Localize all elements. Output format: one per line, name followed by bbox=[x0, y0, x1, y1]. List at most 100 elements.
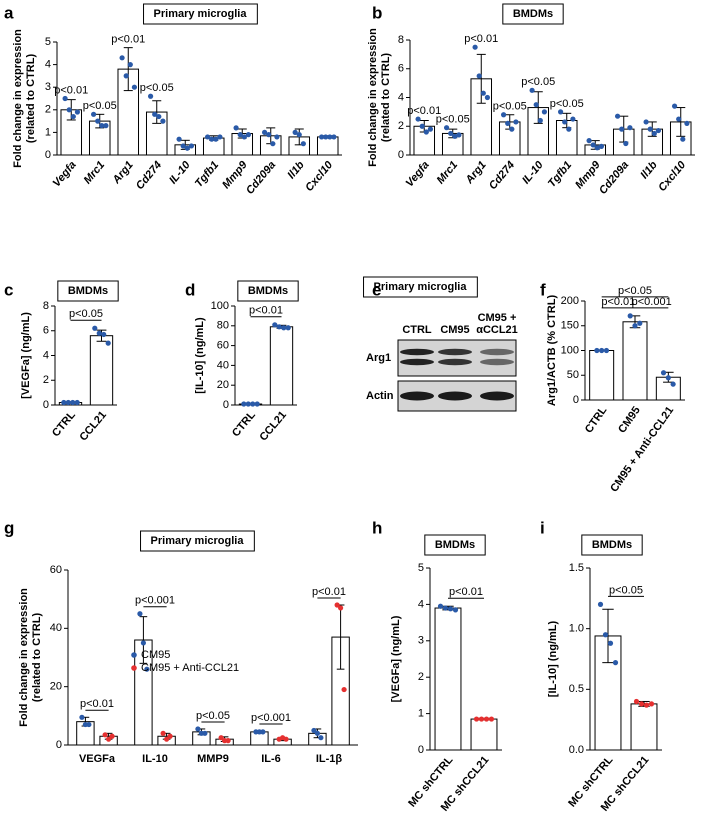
data-point bbox=[638, 701, 645, 707]
p-value: p<0.05 bbox=[69, 308, 103, 320]
legend-label: CM95 + Anti-CCL21 bbox=[141, 662, 239, 674]
data-point bbox=[509, 126, 515, 132]
x-tick-label: CM95 + Anti-CCL21 bbox=[608, 405, 676, 495]
data-point bbox=[680, 136, 686, 142]
y-tick-label: 0 bbox=[223, 399, 229, 411]
data-point bbox=[623, 140, 629, 147]
data-point bbox=[627, 125, 633, 131]
p-value: p<0.01 bbox=[449, 586, 483, 598]
panel-title: BMDMs bbox=[592, 539, 632, 551]
blot-band bbox=[438, 358, 472, 366]
data-point bbox=[160, 118, 166, 124]
title-box bbox=[502, 3, 564, 25]
data-point bbox=[105, 340, 111, 346]
data-point bbox=[123, 73, 129, 79]
x-tick-label: Vegfa bbox=[51, 159, 79, 189]
data-point bbox=[443, 125, 450, 131]
y-tick-label: 4 bbox=[398, 91, 404, 103]
bar bbox=[622, 321, 648, 401]
data-point bbox=[456, 132, 462, 138]
y-tick-label: 6 bbox=[398, 63, 404, 75]
data-point bbox=[684, 120, 690, 126]
panel-title: Primary microglia bbox=[374, 281, 468, 293]
x-tick-label: Cd209a bbox=[597, 159, 631, 197]
lane-label: CM95 bbox=[440, 324, 469, 336]
y-tick-label: 1.5 bbox=[569, 562, 584, 574]
data-point bbox=[270, 141, 276, 147]
x-tick-label: CTRL bbox=[230, 409, 258, 439]
data-point bbox=[233, 125, 239, 131]
panel-letter: g bbox=[4, 518, 14, 537]
data-point bbox=[447, 606, 454, 612]
blot-band bbox=[400, 391, 434, 401]
data-point bbox=[627, 313, 633, 319]
row-label: Arg1 bbox=[366, 352, 391, 364]
blot-strip bbox=[397, 339, 517, 377]
data-point bbox=[541, 109, 548, 115]
title-box bbox=[363, 276, 478, 298]
y-tick-label: 5 bbox=[418, 562, 424, 574]
data-point bbox=[144, 666, 150, 672]
y-axis-label: [IL-10] (ng/mL) bbox=[547, 620, 559, 697]
y-tick-label: 0 bbox=[418, 744, 424, 756]
data-point bbox=[602, 632, 609, 638]
data-point bbox=[225, 738, 231, 744]
data-point bbox=[314, 730, 320, 736]
data-point bbox=[266, 132, 272, 138]
p-value: p<0.05 bbox=[493, 101, 527, 113]
data-point bbox=[254, 401, 260, 407]
y-tick-label: 200 bbox=[561, 295, 579, 307]
y-axis-label: [VEGFa] (ng/mL) bbox=[390, 615, 402, 702]
data-point bbox=[318, 735, 324, 741]
data-point bbox=[101, 331, 107, 338]
p-value: p<0.05 bbox=[609, 584, 643, 596]
data-point bbox=[218, 735, 224, 741]
data-point bbox=[176, 136, 182, 142]
data-point bbox=[260, 729, 266, 735]
p-value: p<0.01 bbox=[601, 296, 635, 308]
data-point bbox=[647, 126, 653, 132]
y-tick-label: 60 bbox=[217, 340, 229, 352]
data-point bbox=[448, 130, 454, 137]
title-box bbox=[57, 280, 119, 302]
y-tick-label: 100 bbox=[211, 300, 229, 312]
data-point bbox=[96, 330, 102, 336]
data-point bbox=[103, 123, 109, 129]
data-point bbox=[341, 686, 347, 693]
data-point bbox=[241, 134, 247, 140]
legend-label: CM95 bbox=[141, 649, 170, 661]
data-point bbox=[250, 401, 256, 407]
blot-band bbox=[438, 348, 472, 356]
x-tick-label: Tgfb1 bbox=[546, 159, 574, 190]
data-point bbox=[137, 611, 143, 617]
data-point bbox=[651, 130, 657, 137]
y-tick-label: 100 bbox=[561, 344, 579, 356]
data-point bbox=[603, 347, 610, 354]
y-tick-label: 5 bbox=[45, 36, 51, 48]
y-tick-label: 40 bbox=[217, 359, 229, 371]
data-point bbox=[79, 714, 85, 720]
p-value: p<0.01 bbox=[407, 105, 441, 117]
data-point bbox=[643, 119, 649, 125]
y-tick-label: 150 bbox=[561, 320, 579, 332]
p-value: p<0.001 bbox=[632, 296, 672, 308]
data-point bbox=[102, 732, 108, 738]
x-tick-label: Cd274 bbox=[487, 159, 517, 192]
y-tick-label: 4 bbox=[418, 598, 424, 610]
data-point bbox=[66, 107, 72, 113]
data-point bbox=[184, 145, 190, 151]
p-value: p<0.01 bbox=[54, 84, 88, 96]
blot-band bbox=[480, 391, 514, 401]
data-point bbox=[643, 702, 650, 708]
data-point bbox=[167, 733, 173, 739]
y-tick-label: 0.0 bbox=[569, 744, 584, 756]
blot-band bbox=[400, 348, 434, 356]
x-tick-label: Cd209a bbox=[244, 159, 278, 197]
panel-letter: b bbox=[372, 3, 382, 22]
panel-letter: e bbox=[372, 280, 381, 299]
data-point bbox=[245, 401, 251, 407]
y-tick-label: 1 bbox=[418, 708, 424, 720]
data-point bbox=[472, 44, 478, 50]
data-point bbox=[106, 736, 112, 742]
x-tick-label: Arg1 bbox=[110, 159, 136, 187]
